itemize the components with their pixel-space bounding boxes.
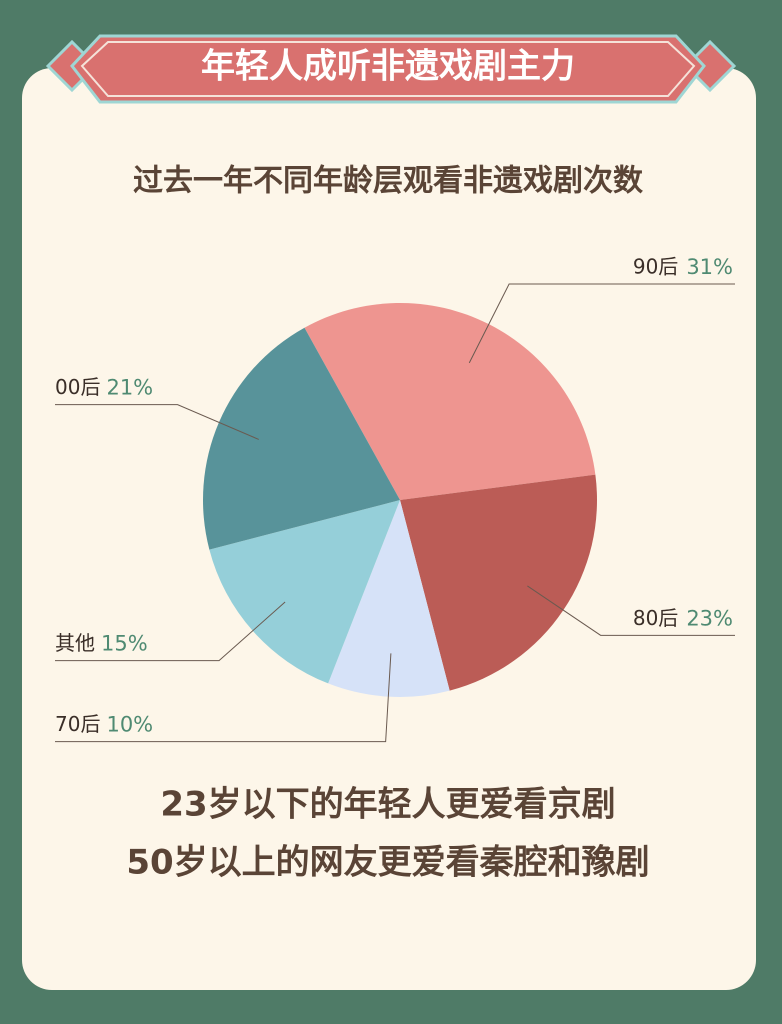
value-label: 21% — [106, 376, 153, 400]
banner-diamond — [683, 39, 737, 93]
pie-slice — [209, 500, 400, 684]
category-label: 90后 — [633, 254, 678, 278]
banner-inner — [80, 41, 696, 97]
pie-slice — [203, 327, 400, 550]
category-label: 00后 — [55, 375, 100, 399]
annotation: 23岁以下的年轻人更爱看京剧 — [160, 785, 615, 825]
leader-line — [55, 653, 392, 743]
category-label: 80后 — [633, 606, 678, 630]
value-label: 23% — [686, 606, 733, 630]
banner — [70, 34, 706, 104]
category-label: 其他 — [55, 631, 95, 655]
pie-slice — [304, 303, 596, 500]
subtitle: 过去一年不同年龄层观看非遗戏剧次数 — [133, 164, 644, 199]
pie-slice — [328, 500, 450, 698]
annotation: 50岁以上的网友更爱看秦腔和豫剧 — [126, 843, 649, 883]
pie: 31% 90后 23% 80后 70后 10% 其他 15% 00后 21% — [55, 254, 735, 743]
pie-slice — [400, 474, 597, 691]
leader-line — [527, 585, 735, 636]
title: 年轻人成听非遗戏剧主力 — [201, 47, 575, 87]
leader-line — [55, 601, 286, 662]
value-label: 10% — [106, 713, 153, 737]
leader-line — [55, 404, 259, 440]
value-label: 31% — [686, 255, 733, 279]
value-label: 15% — [101, 632, 148, 656]
leader-line — [468, 283, 735, 364]
category-label: 70后 — [55, 712, 100, 736]
